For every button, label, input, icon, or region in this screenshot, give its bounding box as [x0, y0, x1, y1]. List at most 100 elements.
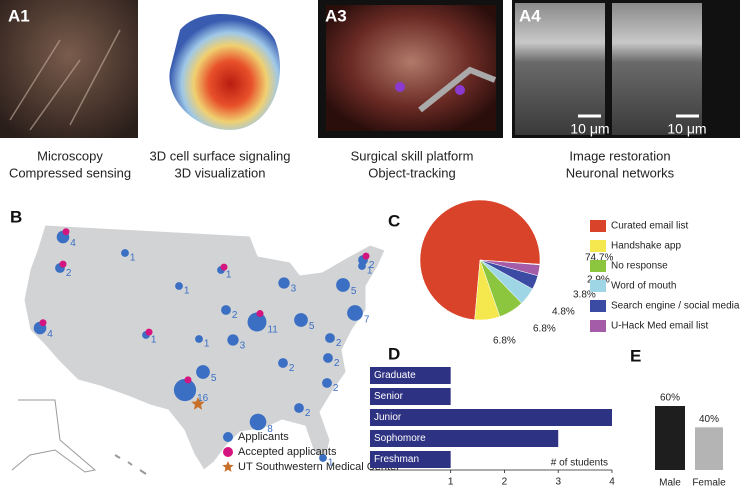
count-label: 7 [364, 315, 370, 326]
legend-swatch [590, 280, 606, 292]
legend-label: Curated email list [611, 221, 688, 232]
value-label: 60% [660, 393, 680, 404]
count-label: 2 [66, 268, 72, 279]
accepted-dot [145, 328, 153, 336]
applicant-bubble [247, 312, 267, 332]
value-label: 4.8% [552, 307, 575, 318]
caption: 3D visualization [174, 165, 265, 180]
applicant-bubble [175, 282, 183, 290]
value-label: 6.8% [533, 324, 556, 335]
x-tick-label: 4 [609, 477, 615, 488]
value-label: 6.8% [493, 336, 516, 347]
bar-category: Graduate [374, 370, 416, 381]
value-label: 3.8% [573, 290, 596, 301]
legend-label: UT Southwestern Medical Center [238, 461, 400, 473]
applicant-bubble [323, 353, 333, 363]
bar [695, 427, 723, 470]
caption: Surgical skill platform [351, 148, 474, 163]
panel-label: B [10, 207, 22, 226]
count-label: 11 [267, 324, 278, 335]
pie-slice [419, 199, 541, 321]
legend-label: Search engine / social media [611, 301, 740, 312]
panel-label: A1 [8, 6, 30, 25]
count-label: 2 [334, 358, 340, 369]
bar [370, 409, 612, 426]
legend-swatch [590, 260, 606, 272]
bar-category: Junior [374, 412, 402, 423]
count-label: 8 [267, 424, 273, 435]
applicant-bubble [294, 313, 308, 327]
legend-marker [223, 432, 233, 442]
applicant-bubble [322, 378, 332, 388]
caption: Compressed sensing [9, 165, 131, 180]
caption: Image restoration [569, 148, 670, 163]
panel-label: E [630, 346, 641, 365]
applicant-bubble [227, 334, 239, 346]
applicant-bubble [336, 278, 350, 292]
x-tick-label: Male [659, 478, 681, 489]
scale-label: 10 μm [570, 121, 609, 137]
count-label: 1 [184, 286, 190, 297]
count-label: 5 [351, 286, 357, 297]
count-label: 16 [197, 393, 209, 404]
applicant-bubble [319, 454, 327, 462]
accepted-dot [362, 252, 370, 260]
count-label: 3 [240, 340, 246, 351]
legend-label: No response [611, 261, 668, 272]
bar [370, 388, 451, 405]
legend-swatch [590, 300, 606, 312]
count-label: 2 [336, 338, 342, 349]
caption: Microscopy [37, 148, 103, 163]
count-label: 1 [204, 339, 210, 350]
count-label: 4 [47, 329, 53, 340]
applicant-bubble [221, 305, 231, 315]
legend-label: Accepted applicants [238, 446, 337, 458]
caption: 3D cell surface signaling [150, 148, 291, 163]
count-label: 2 [232, 310, 238, 321]
count-label: 4 [70, 238, 76, 249]
bar [370, 451, 451, 468]
legend-swatch [590, 220, 606, 232]
bar [370, 430, 559, 447]
accepted-dot [184, 376, 192, 384]
legend-swatch [590, 240, 606, 252]
value-label: 74.7% [585, 253, 613, 264]
applicant-bubble [325, 333, 335, 343]
bar [655, 406, 685, 470]
x-tick-label: Female [692, 478, 726, 489]
medical-center-star [191, 397, 205, 410]
bar-category: Senior [374, 391, 404, 402]
count-label: 1 [130, 253, 136, 264]
panel-label: A4 [519, 6, 541, 25]
scale-label: 10 μm [667, 121, 706, 137]
panel-label: C [388, 211, 400, 230]
legend-marker [223, 447, 233, 457]
x-tick-label: 2 [502, 477, 508, 488]
count-label: 2 [289, 363, 295, 374]
image-a1 [0, 0, 138, 138]
accepted-dot [256, 310, 264, 318]
applicant-bubble [278, 277, 290, 289]
x-tick-label: 1 [448, 477, 454, 488]
legend-label: Applicants [238, 431, 289, 443]
accepted-dot [59, 260, 67, 268]
pie-slice [479, 259, 541, 276]
count-label: 1 [151, 335, 157, 346]
applicant-bubble [358, 262, 366, 270]
us-map [11, 224, 386, 475]
legend-swatch [590, 320, 606, 332]
caption: Neuronal networks [566, 165, 675, 180]
bar [370, 367, 451, 384]
accepted-dot [62, 228, 70, 236]
count-label: 5 [309, 321, 315, 332]
applicant-bubble [347, 305, 363, 321]
legend-marker [222, 461, 234, 472]
panel-label: A3 [325, 6, 347, 25]
caption: Object-tracking [368, 165, 455, 180]
bar-category: Sophomore [374, 433, 426, 444]
applicant-bubble [249, 413, 267, 431]
count-label: 2 [333, 383, 339, 394]
x-axis-label: # of students [551, 458, 608, 469]
applicant-bubble [294, 403, 304, 413]
